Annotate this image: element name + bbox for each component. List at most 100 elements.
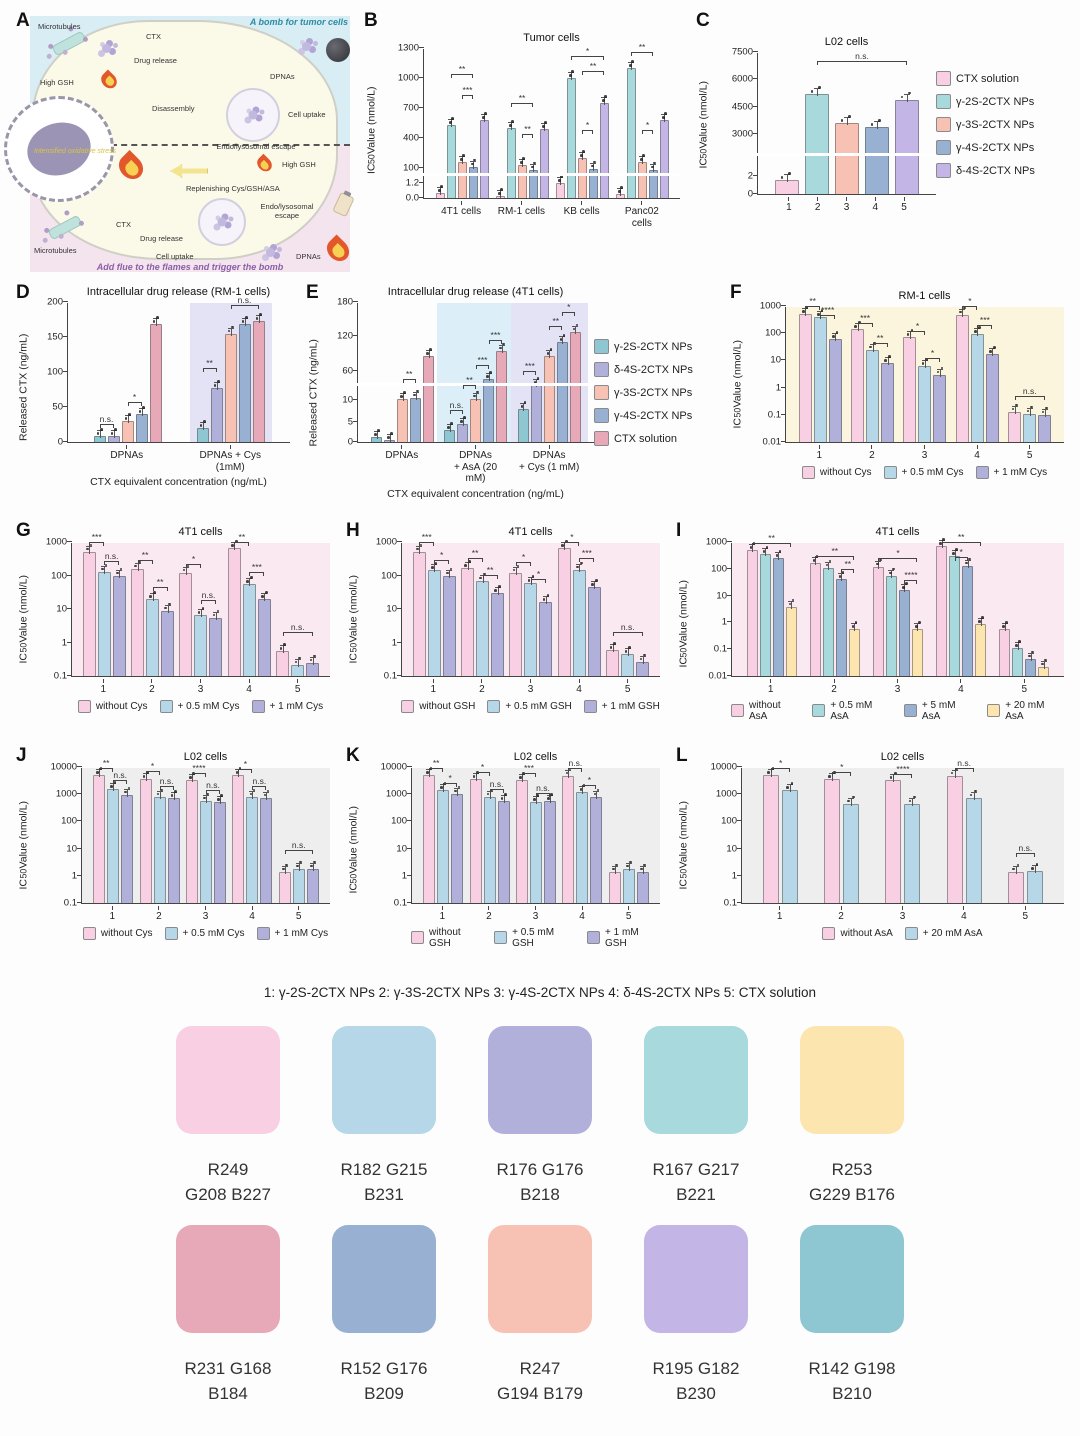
x-tick-label: DPNAs [93,445,161,473]
y-tick-mark [67,608,72,609]
data-dot [908,799,912,803]
y-tick-mark [753,174,758,176]
y-tick-mark [77,847,82,849]
panel-letter: A [16,10,30,31]
data-dot [873,341,876,345]
data-dot [788,172,791,175]
chart-title: L02 cells [513,751,558,763]
chart-D: Released CTX (ng/mL) Intracellular drug r… [16,286,290,488]
data-dot [840,119,844,122]
data-dot [499,346,503,350]
legend-label: γ-2S-2CTX NPs [956,95,1035,108]
label-oxidative-stress: Intensified oxidative stress [34,147,117,155]
sig-label: ** [589,61,597,71]
y-tick-label: 10 [386,603,397,615]
sig-bracket: * [434,550,450,564]
bar [131,560,145,676]
figure-row-2: D Released CTX (ng/mL) Intracellular drug … [8,278,1072,516]
sig-label: *** [979,315,990,326]
x-tick-label: 4 [232,906,272,923]
error-bar [559,336,566,345]
data-dot [449,121,452,124]
sig-label: **** [192,763,206,774]
data-dot [313,860,316,864]
x-tick-label: 3 [185,906,225,923]
sig-bracket: n.s. [200,590,216,604]
data-dot [516,564,520,568]
nanoparticle-cluster-icon [217,217,227,227]
bar [242,576,256,676]
bar [895,91,919,194]
data-dot [216,609,220,613]
bar [524,574,538,676]
bomb-icon [326,38,350,62]
data-dot [989,350,992,353]
data-dot [604,95,607,98]
error-bar [216,796,223,805]
data-dot [942,538,945,541]
data-dot [968,557,971,561]
bar [238,316,251,442]
bar [608,863,621,903]
x-tick-label: 4 [861,197,890,214]
legend-item: γ-4S-2CTX NPs [936,140,1064,156]
data-dot [309,864,313,868]
y-tick-mark [407,766,412,767]
sig-bracket: n.s. [104,551,120,566]
x-tick-label: 3 [872,679,922,696]
data-dot [791,598,795,602]
legend-swatch [587,931,601,944]
data-dot [1045,406,1048,410]
bar [557,540,571,676]
flame-icon [98,69,120,92]
sig-bracket: *** [579,548,595,563]
legend-swatch [82,926,96,940]
legend-item: + 1 mM GSH [587,927,660,949]
label-drug-release-top: Drug release [134,56,177,65]
data-dot [110,432,114,435]
figure-row-1: A A bomb for tumor cells Microtubules CT… [4,6,1072,278]
y-tick-mark [353,399,358,400]
y-tick-label: 1 [61,637,67,648]
sig-label: *** [524,763,534,774]
data-dot [468,560,471,563]
data-dot [838,575,842,579]
data-dot [580,154,583,157]
data-dot [858,321,861,324]
data-dot [536,793,540,797]
sig-bracket: n.s. [535,783,550,798]
x-tick-label: 3 [903,445,946,462]
swatch-color-box [488,1026,592,1134]
y-tick-mark [737,820,742,822]
data-dot [450,422,454,425]
data-dot [628,646,631,649]
legend-item: γ-2S-2CTX NPs [594,339,714,355]
data-dot [96,771,99,774]
sig-label: ** [458,64,466,74]
plot-column: L02 cells 0.1 1 10 100 1000 10000 * * **** n.s. n.s… [691,751,1064,940]
y-tick-label: 1000 [705,536,727,548]
legend-item: γ-2S-2CTX NPs [936,94,1064,110]
sig-bracket: * [564,532,580,547]
data-dot [460,158,463,161]
plot-area: 0.1 1 10 100 1000 10000 * * **** n.s. n.s. [711,758,1064,909]
bar [866,341,880,442]
error-bar [454,787,461,796]
x-tick-label: 2 [824,906,859,923]
sig-bracket: *** [523,361,537,375]
y-axis-label: IC 50 Value (nmol/L) [731,340,744,429]
data-dot [464,564,468,567]
swatch-rgb-label: R247 G194 B179 [496,1359,583,1403]
bar [497,793,510,903]
y-tick-mark [781,441,786,442]
bar [491,585,505,676]
chart-L: IC 50 Value (nmol/L) L02 cells 0.1 1 10 100 100… [676,751,1064,940]
sig-bracket: n.s. [1015,843,1035,858]
label-ctx-bottom: CTX [116,220,131,229]
data-dot [629,860,632,864]
legend-label: + 1 mM GSH [605,926,639,949]
data-dot [950,771,954,775]
sig-bracket: * [185,554,201,568]
